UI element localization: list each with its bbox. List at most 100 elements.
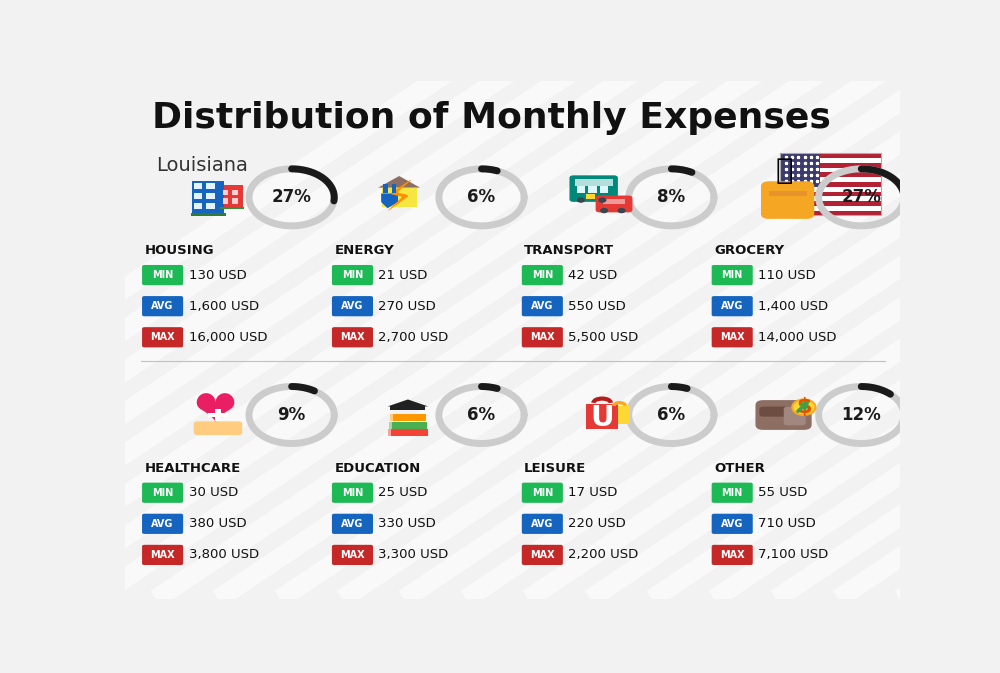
Text: MAX: MAX bbox=[150, 332, 175, 343]
FancyBboxPatch shape bbox=[780, 153, 881, 158]
Text: 710 USD: 710 USD bbox=[758, 518, 816, 530]
Text: Louisiana: Louisiana bbox=[156, 156, 248, 175]
Text: U: U bbox=[590, 404, 614, 431]
FancyBboxPatch shape bbox=[761, 181, 814, 219]
FancyBboxPatch shape bbox=[194, 193, 202, 199]
Text: MAX: MAX bbox=[340, 332, 365, 343]
Text: MAX: MAX bbox=[530, 550, 555, 560]
Text: 5,500 USD: 5,500 USD bbox=[568, 330, 639, 344]
Text: HOUSING: HOUSING bbox=[144, 244, 214, 257]
Text: 55 USD: 55 USD bbox=[758, 486, 808, 499]
Text: MAX: MAX bbox=[530, 332, 555, 343]
Text: 25 USD: 25 USD bbox=[378, 486, 428, 499]
Text: 2,200 USD: 2,200 USD bbox=[568, 548, 639, 561]
FancyBboxPatch shape bbox=[712, 513, 753, 534]
Text: Distribution of Monthly Expenses: Distribution of Monthly Expenses bbox=[152, 102, 831, 135]
Polygon shape bbox=[381, 193, 398, 208]
FancyBboxPatch shape bbox=[600, 186, 608, 193]
Circle shape bbox=[600, 208, 608, 213]
FancyBboxPatch shape bbox=[389, 421, 427, 429]
Text: AVG: AVG bbox=[341, 302, 364, 311]
FancyBboxPatch shape bbox=[780, 158, 881, 163]
FancyBboxPatch shape bbox=[208, 413, 228, 417]
FancyBboxPatch shape bbox=[206, 183, 215, 190]
Text: MIN: MIN bbox=[342, 270, 363, 280]
FancyBboxPatch shape bbox=[603, 199, 625, 204]
Text: MAX: MAX bbox=[720, 550, 745, 560]
Text: MIN: MIN bbox=[722, 270, 743, 280]
Text: 6%: 6% bbox=[467, 188, 496, 207]
FancyBboxPatch shape bbox=[223, 198, 228, 203]
FancyBboxPatch shape bbox=[142, 265, 183, 285]
Text: 110 USD: 110 USD bbox=[758, 269, 816, 281]
Text: 3,800 USD: 3,800 USD bbox=[189, 548, 259, 561]
FancyBboxPatch shape bbox=[712, 483, 753, 503]
FancyBboxPatch shape bbox=[780, 168, 881, 172]
FancyBboxPatch shape bbox=[522, 265, 563, 285]
FancyBboxPatch shape bbox=[142, 296, 183, 316]
Text: HEALTHCARE: HEALTHCARE bbox=[144, 462, 241, 474]
Text: ENERGY: ENERGY bbox=[334, 244, 394, 257]
FancyBboxPatch shape bbox=[142, 513, 183, 534]
FancyBboxPatch shape bbox=[569, 176, 618, 202]
Text: 550 USD: 550 USD bbox=[568, 299, 626, 313]
FancyBboxPatch shape bbox=[388, 429, 391, 436]
Text: 14,000 USD: 14,000 USD bbox=[758, 330, 837, 344]
FancyBboxPatch shape bbox=[191, 213, 226, 216]
Text: 30 USD: 30 USD bbox=[189, 486, 238, 499]
Text: 17 USD: 17 USD bbox=[568, 486, 618, 499]
FancyBboxPatch shape bbox=[780, 201, 881, 206]
FancyBboxPatch shape bbox=[780, 172, 881, 177]
FancyBboxPatch shape bbox=[780, 187, 881, 192]
Text: GROCERY: GROCERY bbox=[714, 244, 784, 257]
Text: 6%: 6% bbox=[657, 406, 685, 424]
FancyBboxPatch shape bbox=[194, 421, 242, 435]
Text: $: $ bbox=[796, 397, 812, 417]
Text: MIN: MIN bbox=[532, 488, 553, 498]
Text: 1,600 USD: 1,600 USD bbox=[189, 299, 259, 313]
FancyBboxPatch shape bbox=[712, 265, 753, 285]
Text: 330 USD: 330 USD bbox=[378, 518, 436, 530]
FancyBboxPatch shape bbox=[332, 545, 373, 565]
FancyBboxPatch shape bbox=[522, 513, 563, 534]
Text: AVG: AVG bbox=[531, 519, 554, 529]
Circle shape bbox=[598, 197, 606, 203]
FancyBboxPatch shape bbox=[712, 296, 753, 316]
Text: AVG: AVG bbox=[151, 519, 174, 529]
Text: EDUCATION: EDUCATION bbox=[334, 462, 420, 474]
FancyBboxPatch shape bbox=[780, 211, 881, 215]
Text: MAX: MAX bbox=[150, 550, 175, 560]
FancyBboxPatch shape bbox=[392, 184, 396, 193]
FancyBboxPatch shape bbox=[784, 406, 806, 425]
Text: 270 USD: 270 USD bbox=[378, 299, 436, 313]
FancyBboxPatch shape bbox=[332, 296, 373, 316]
Text: MIN: MIN bbox=[152, 270, 173, 280]
FancyBboxPatch shape bbox=[206, 203, 215, 209]
Circle shape bbox=[618, 208, 626, 213]
FancyBboxPatch shape bbox=[220, 207, 244, 209]
Text: 🥦: 🥦 bbox=[776, 157, 793, 185]
FancyBboxPatch shape bbox=[142, 545, 183, 565]
FancyBboxPatch shape bbox=[577, 186, 585, 193]
FancyBboxPatch shape bbox=[390, 414, 393, 421]
FancyBboxPatch shape bbox=[390, 414, 426, 421]
FancyBboxPatch shape bbox=[382, 188, 417, 207]
FancyBboxPatch shape bbox=[712, 327, 753, 347]
FancyBboxPatch shape bbox=[223, 190, 228, 195]
FancyBboxPatch shape bbox=[596, 196, 632, 213]
FancyBboxPatch shape bbox=[383, 184, 388, 193]
Text: 27%: 27% bbox=[272, 188, 312, 207]
Text: AVG: AVG bbox=[721, 302, 743, 311]
Text: 7,100 USD: 7,100 USD bbox=[758, 548, 828, 561]
Text: MIN: MIN bbox=[722, 488, 743, 498]
FancyBboxPatch shape bbox=[609, 406, 630, 424]
Text: 6%: 6% bbox=[467, 406, 496, 424]
FancyBboxPatch shape bbox=[780, 177, 881, 182]
Polygon shape bbox=[378, 176, 420, 188]
Text: 12%: 12% bbox=[841, 406, 881, 424]
Text: 16,000 USD: 16,000 USD bbox=[189, 330, 267, 344]
Text: MAX: MAX bbox=[340, 550, 365, 560]
FancyBboxPatch shape bbox=[192, 181, 224, 214]
Text: 9%: 9% bbox=[278, 406, 306, 424]
FancyBboxPatch shape bbox=[780, 192, 881, 197]
